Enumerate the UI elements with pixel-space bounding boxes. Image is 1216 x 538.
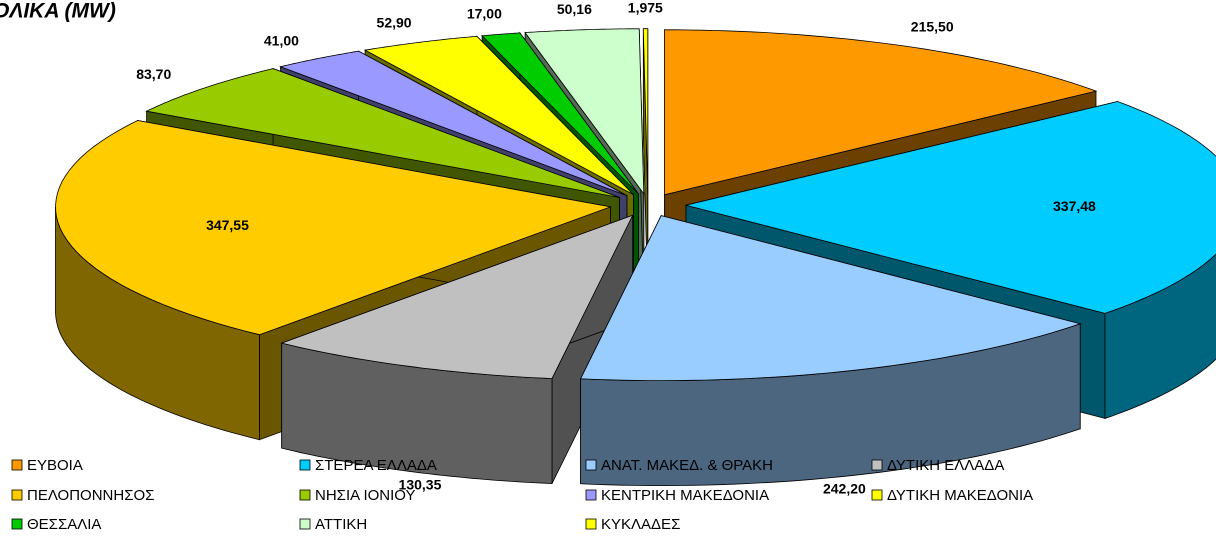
slice <box>664 29 1098 196</box>
slice <box>145 68 620 198</box>
legend-swatch <box>299 518 311 530</box>
slice <box>55 120 613 336</box>
data-label: 337,48 <box>1053 198 1096 214</box>
legend-label: ΘΕΣΣΑΛΙΑ <box>27 516 101 533</box>
data-label: 130,35 <box>399 476 442 492</box>
data-label: 242,20 <box>823 480 866 496</box>
data-label: 17,00 <box>467 6 502 22</box>
legend-label: ΔΥΤΙΚΗ ΜΑΚΕΔΟΝΙΑ <box>887 487 1033 504</box>
legend-label: ΣΤΕΡΕΑ ΕΛΛΑΔΑ <box>315 457 437 474</box>
data-label: 41,00 <box>264 33 299 49</box>
data-label: 83,70 <box>136 66 171 82</box>
legend-swatch <box>585 459 597 471</box>
legend-label: ΕΥΒΟΙΑ <box>27 457 83 474</box>
data-label: 52,90 <box>377 15 412 31</box>
legend-swatch <box>871 459 883 471</box>
legend-label: ΑΝΑΤ. ΜΑΚΕΔ. & ΘΡΑΚΗ <box>601 457 773 474</box>
data-label: 347,55 <box>206 217 249 233</box>
slice <box>280 214 634 380</box>
legend-label: ΚΥΚΛΑΔΕΣ <box>601 516 680 533</box>
slice <box>481 32 639 195</box>
chart-title: ΟΛΙΚΑ (MW) <box>0 0 116 23</box>
data-labels: 215,50 337,48 242,20 130,35 347,55 83,70 41,00… <box>136 0 1096 496</box>
pie <box>55 28 1216 487</box>
legend-swatch <box>299 459 311 471</box>
legend-label: ΝΗΣΙΑ ΙΟΝΙΟΥ <box>315 487 415 504</box>
legend-label: ΠΕΛΟΠΟΝΝΗΣΟΣ <box>27 487 154 504</box>
legend-swatch <box>11 489 23 501</box>
legend-label: ΚΕΝΤΡΙΚΗ ΜΑΚΕΔΟΝΙΑ <box>601 487 769 504</box>
data-label: 1,975 <box>628 0 663 16</box>
slice <box>524 28 645 196</box>
legend-swatch <box>585 489 597 501</box>
legend-swatch <box>585 518 597 530</box>
legend-label: ΑΤΤΙΚΗ <box>315 516 367 533</box>
slice <box>363 35 634 195</box>
data-label: 215,50 <box>911 19 954 35</box>
data-label: 50,16 <box>557 1 592 17</box>
legend-label: ΔΥΤΙΚΗ ΕΛΛΑΔΑ <box>887 457 1004 474</box>
slice <box>579 215 1082 382</box>
slice <box>279 50 628 196</box>
legend-swatch <box>11 459 23 471</box>
slice <box>642 28 649 194</box>
slice-wall <box>1104 253 1216 419</box>
legend-swatch <box>871 489 883 501</box>
slice <box>685 101 1216 314</box>
legend: ΕΥΒΟΙΑ ΣΤΕΡΕΑ ΕΛΛΑΔΑ ΑΝΑΤ. ΜΑΚΕΔ. & ΘΡΑΚΗ Δ… <box>11 457 1033 533</box>
legend-swatch <box>299 489 311 501</box>
legend-swatch <box>11 518 23 530</box>
